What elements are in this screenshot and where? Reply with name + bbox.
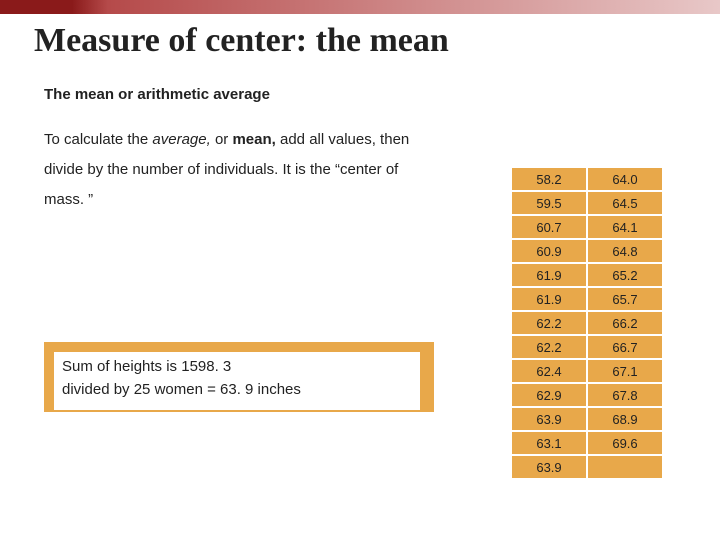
table-cell: 64.8	[587, 239, 663, 263]
table-cell: 65.7	[587, 287, 663, 311]
callout-line2: divided by 25 women = 63. 9 inches	[62, 381, 301, 398]
table-cell: 66.2	[587, 311, 663, 335]
body-ital: average,	[152, 131, 210, 148]
callout-content: Sum of heights is 1598. 3 divided by 25 …	[54, 352, 420, 410]
table-cell: 61.9	[512, 287, 587, 311]
body-p1: To calculate the	[44, 131, 152, 148]
table-cell: 65.2	[587, 263, 663, 287]
body-text: To calculate the average, or mean, add a…	[44, 125, 414, 215]
table-cell: 59.5	[512, 191, 587, 215]
table-cell: 63.1	[512, 431, 587, 455]
table-cell: 63.9	[512, 455, 587, 479]
table-cell: 64.1	[587, 215, 663, 239]
subtitle: The mean or arithmetic average	[44, 86, 720, 103]
table-cell	[587, 455, 663, 479]
accent-bar	[0, 0, 720, 14]
body-p2: or	[211, 131, 233, 148]
callout-box: Sum of heights is 1598. 3 divided by 25 …	[44, 342, 434, 412]
table-cell: 58.2	[512, 168, 587, 191]
table-cell: 61.9	[512, 263, 587, 287]
table-cell: 63.9	[512, 407, 587, 431]
table-body: 58.264.0 59.564.5 60.764.1 60.964.8 61.9…	[512, 168, 663, 479]
table-cell: 67.8	[587, 383, 663, 407]
title-bold: mean	[369, 22, 448, 59]
table-cell: 64.5	[587, 191, 663, 215]
table-cell: 68.9	[587, 407, 663, 431]
slide-title: Measure of center: the mean	[34, 22, 720, 60]
table-cell: 62.2	[512, 311, 587, 335]
table-cell: 62.4	[512, 359, 587, 383]
table-cell: 69.6	[587, 431, 663, 455]
table-cell: 60.9	[512, 239, 587, 263]
data-table: 58.264.0 59.564.5 60.764.1 60.964.8 61.9…	[512, 168, 664, 480]
table-cell: 62.9	[512, 383, 587, 407]
table-cell: 62.2	[512, 335, 587, 359]
title-pre: Measure of center: the	[34, 22, 369, 59]
table-cell: 66.7	[587, 335, 663, 359]
table-cell: 67.1	[587, 359, 663, 383]
table-cell: 60.7	[512, 215, 587, 239]
callout-line1: Sum of heights is 1598. 3	[62, 358, 231, 375]
body-bold: mean,	[232, 131, 275, 148]
table-cell: 64.0	[587, 168, 663, 191]
